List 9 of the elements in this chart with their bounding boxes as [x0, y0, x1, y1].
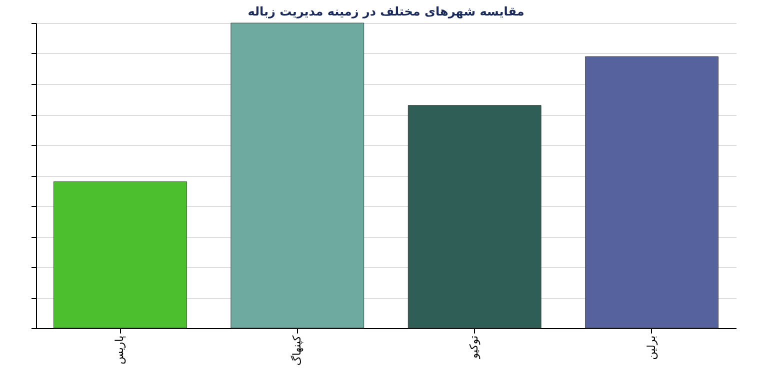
x-tick-label: پاریس: [113, 336, 126, 364]
chart-title: مقایسه شهرهای مختلف در زمینه مدیریت زباله: [248, 4, 524, 18]
bar: [585, 56, 719, 328]
bar: [408, 105, 542, 328]
bar: [230, 22, 364, 328]
x-tick-label: کپنهاگ: [290, 334, 304, 366]
x-tick-label: برلین: [644, 336, 658, 360]
x-tick-label: توکیو: [468, 336, 481, 360]
bar: [53, 181, 187, 328]
